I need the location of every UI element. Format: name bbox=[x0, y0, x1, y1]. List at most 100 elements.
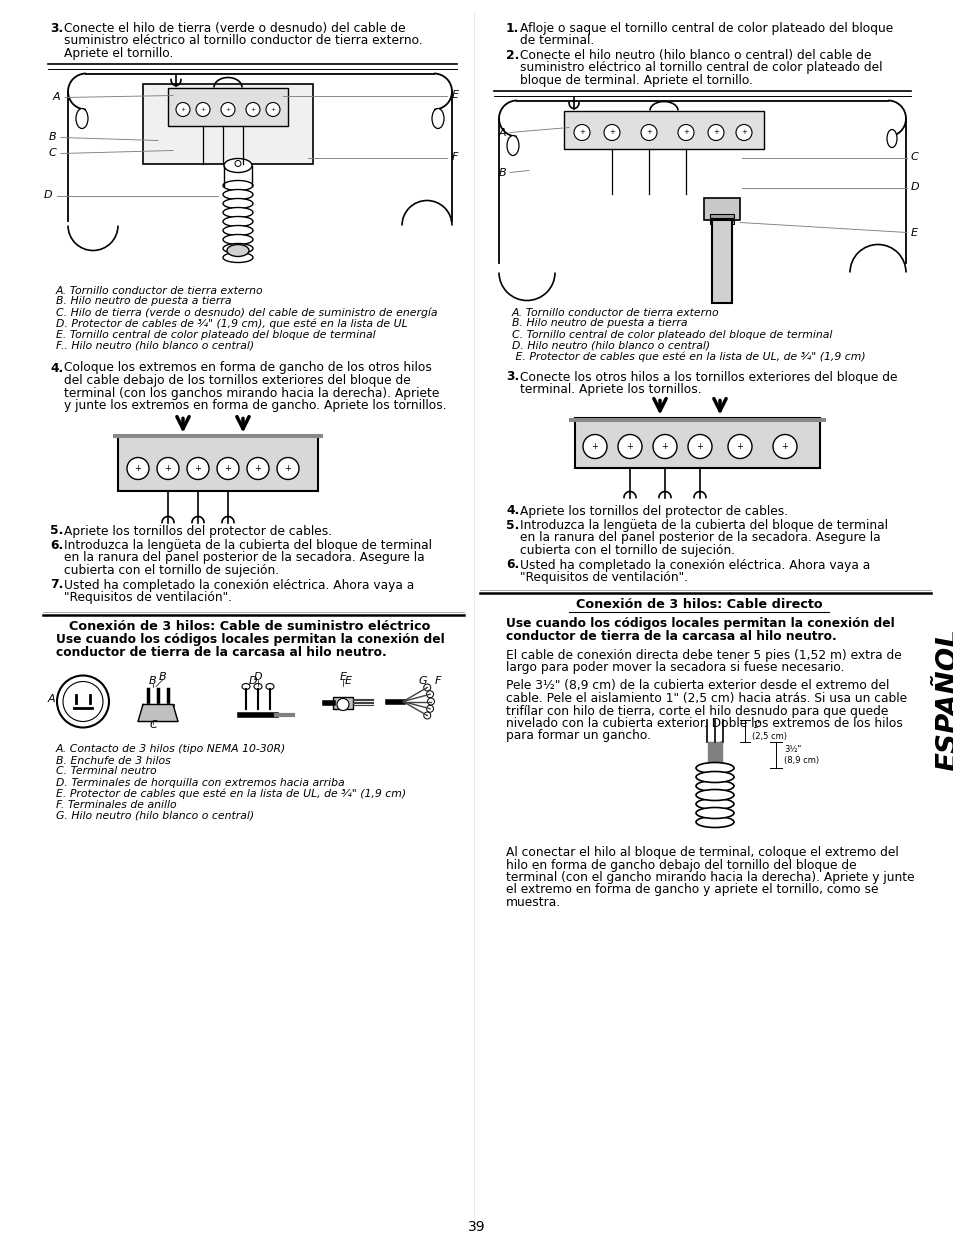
Text: B: B bbox=[149, 676, 156, 685]
Text: terminal. Apriete los tornillos.: terminal. Apriete los tornillos. bbox=[519, 383, 700, 396]
Text: C: C bbox=[910, 152, 918, 163]
Text: terminal (con el gancho mirando hacia la derecha). Apriete y junte: terminal (con el gancho mirando hacia la… bbox=[505, 871, 914, 884]
Text: Conexión de 3 hilos: Cable directo: Conexión de 3 hilos: Cable directo bbox=[575, 598, 821, 610]
Ellipse shape bbox=[227, 245, 249, 257]
Text: trifílar con hilo de tierra, corte el hilo desnudo para que quede: trifílar con hilo de tierra, corte el hi… bbox=[505, 704, 887, 718]
Text: A. Tornillo conductor de tierra externo: A. Tornillo conductor de tierra externo bbox=[512, 308, 719, 317]
Text: Conecte el hilo neutro (hilo blanco o central) del cable de: Conecte el hilo neutro (hilo blanco o ce… bbox=[519, 49, 871, 62]
Circle shape bbox=[707, 125, 723, 141]
Text: +: + bbox=[284, 464, 291, 473]
Text: B: B bbox=[497, 168, 505, 178]
Bar bbox=[143, 84, 313, 163]
Text: E. Protector de cables que esté en la lista de UL, de ¾" (1,9 cm): E. Protector de cables que esté en la li… bbox=[512, 352, 864, 362]
Circle shape bbox=[246, 103, 260, 116]
Text: 7.: 7. bbox=[50, 578, 63, 592]
Text: 39: 39 bbox=[468, 1220, 485, 1234]
Ellipse shape bbox=[223, 180, 253, 190]
Circle shape bbox=[175, 103, 190, 116]
Text: Usted ha completado la conexión eléctrica. Ahora vaya a: Usted ha completado la conexión eléctric… bbox=[64, 578, 414, 592]
Text: E: E bbox=[452, 90, 458, 100]
Text: C: C bbox=[149, 720, 156, 730]
Text: +: + bbox=[254, 464, 261, 473]
Text: 5.: 5. bbox=[50, 525, 63, 537]
Circle shape bbox=[678, 125, 693, 141]
Circle shape bbox=[603, 125, 619, 141]
Text: conductor de tierra de la carcasa al hilo neutro.: conductor de tierra de la carcasa al hil… bbox=[505, 630, 836, 643]
Text: 4.: 4. bbox=[50, 362, 63, 374]
Bar bbox=[168, 88, 288, 126]
Text: +: + bbox=[591, 442, 598, 451]
Text: en la ranura del panel posterior de la secadora. Asegure la: en la ranura del panel posterior de la s… bbox=[519, 531, 880, 545]
Text: G. Hilo neutro (hilo blanco o central): G. Hilo neutro (hilo blanco o central) bbox=[56, 810, 253, 820]
Text: G: G bbox=[418, 676, 427, 685]
Text: 3.: 3. bbox=[50, 22, 63, 35]
Text: D: D bbox=[43, 190, 52, 200]
Text: Conecte los otros hilos a los tornillos exteriores del bloque de: Conecte los otros hilos a los tornillos … bbox=[519, 370, 897, 384]
Circle shape bbox=[216, 457, 239, 479]
Ellipse shape bbox=[223, 226, 253, 236]
Text: +: + bbox=[180, 107, 186, 112]
Text: de terminal.: de terminal. bbox=[519, 35, 594, 47]
Bar bbox=[711, 220, 731, 303]
Text: E: E bbox=[910, 227, 917, 237]
Text: C. Tornillo central de color plateado del bloque de terminal: C. Tornillo central de color plateado de… bbox=[512, 330, 832, 340]
Ellipse shape bbox=[696, 762, 733, 773]
Ellipse shape bbox=[253, 683, 262, 689]
Text: A: A bbox=[48, 694, 55, 704]
Text: +: + bbox=[740, 130, 746, 136]
Text: +: + bbox=[682, 130, 688, 136]
Text: Pele 3½" (8,9 cm) de la cubierta exterior desde el extremo del: Pele 3½" (8,9 cm) de la cubierta exterio… bbox=[505, 679, 888, 693]
Bar bbox=[333, 697, 353, 709]
Text: E: E bbox=[339, 672, 346, 682]
Bar bbox=[568, 417, 825, 421]
Text: 1.: 1. bbox=[505, 22, 518, 35]
Text: F: F bbox=[452, 152, 457, 163]
Text: 6.: 6. bbox=[505, 558, 518, 572]
Circle shape bbox=[234, 161, 241, 167]
Text: Coloque los extremos en forma de gancho de los otros hilos: Coloque los extremos en forma de gancho … bbox=[64, 362, 432, 374]
Circle shape bbox=[652, 435, 677, 458]
Text: +: + bbox=[781, 442, 787, 451]
Text: +: + bbox=[225, 107, 231, 112]
Text: B. Hilo neutro de puesta a tierra: B. Hilo neutro de puesta a tierra bbox=[56, 296, 232, 306]
Text: +: + bbox=[134, 464, 141, 473]
Text: D: D bbox=[253, 672, 262, 682]
Circle shape bbox=[127, 457, 149, 479]
Ellipse shape bbox=[223, 207, 253, 217]
Text: +: + bbox=[626, 442, 633, 451]
Bar bbox=[575, 417, 820, 468]
Ellipse shape bbox=[696, 781, 733, 792]
Text: Introduzca la lengüeta de la cubierta del bloque de terminal: Introduzca la lengüeta de la cubierta de… bbox=[519, 519, 887, 532]
Text: C. Terminal neutro: C. Terminal neutro bbox=[56, 767, 156, 777]
Text: E. Tornillo central de color plateado del bloque de terminal: E. Tornillo central de color plateado de… bbox=[56, 330, 375, 340]
Circle shape bbox=[618, 435, 641, 458]
Text: cubierta con el tornillo de sujeción.: cubierta con el tornillo de sujeción. bbox=[519, 543, 735, 557]
Text: D. Hilo neutro (hilo blanco o central): D. Hilo neutro (hilo blanco o central) bbox=[512, 341, 709, 351]
Ellipse shape bbox=[506, 136, 518, 156]
Circle shape bbox=[640, 125, 657, 141]
Polygon shape bbox=[707, 742, 721, 768]
Text: hilo en forma de gancho debajo del tornillo del bloque de: hilo en forma de gancho debajo del torni… bbox=[505, 858, 856, 872]
Text: Apriete los tornillos del protector de cables.: Apriete los tornillos del protector de c… bbox=[519, 505, 787, 517]
Circle shape bbox=[247, 457, 269, 479]
Bar bbox=[112, 433, 323, 437]
Text: Apriete el tornillo.: Apriete el tornillo. bbox=[64, 47, 173, 61]
Text: A. Tornillo conductor de tierra externo: A. Tornillo conductor de tierra externo bbox=[56, 285, 263, 295]
Circle shape bbox=[157, 457, 179, 479]
Circle shape bbox=[187, 457, 209, 479]
Text: "Requisitos de ventilación".: "Requisitos de ventilación". bbox=[64, 592, 232, 604]
Text: C. Hilo de tierra (verde o desnudo) del cable de suministro de energía: C. Hilo de tierra (verde o desnudo) del … bbox=[56, 308, 437, 317]
Circle shape bbox=[276, 457, 298, 479]
Text: D. Protector de cables de ¾" (1,9 cm), que esté en la lista de UL: D. Protector de cables de ¾" (1,9 cm), q… bbox=[56, 319, 407, 329]
Text: F. Terminales de anillo: F. Terminales de anillo bbox=[56, 799, 176, 809]
Polygon shape bbox=[138, 704, 178, 721]
Text: conductor de tierra de la carcasa al hilo neutro.: conductor de tierra de la carcasa al hil… bbox=[56, 646, 386, 659]
Text: en la ranura del panel posterior de la secadora. Asegure la: en la ranura del panel posterior de la s… bbox=[64, 552, 424, 564]
Text: +: + bbox=[164, 464, 172, 473]
Text: nivelado con la cubierta exterior. Doble los extremos de los hilos: nivelado con la cubierta exterior. Doble… bbox=[505, 718, 902, 730]
Ellipse shape bbox=[223, 199, 253, 209]
Text: 4.: 4. bbox=[505, 505, 518, 517]
Text: D: D bbox=[249, 676, 257, 685]
Ellipse shape bbox=[696, 816, 733, 827]
Text: A: A bbox=[497, 127, 505, 137]
